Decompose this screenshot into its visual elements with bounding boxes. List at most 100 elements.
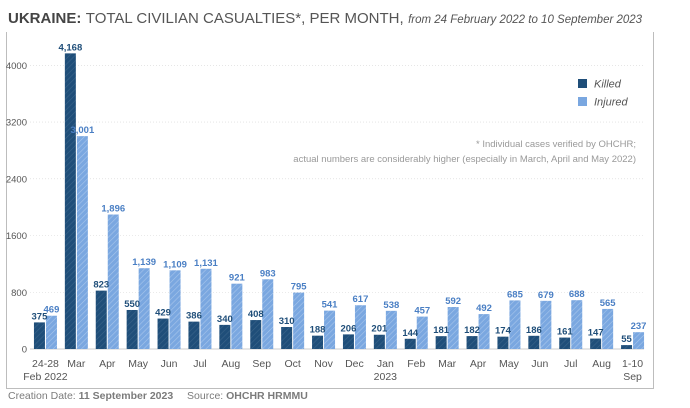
x-tick-label: Sep: [623, 371, 642, 383]
x-tick-label: Oct: [284, 358, 300, 370]
bar-injured: [540, 300, 552, 349]
legend-swatch-injured: [578, 97, 587, 106]
bar-killed: [250, 320, 262, 349]
bar-killed: [559, 337, 571, 349]
x-tick-label: 2023: [374, 371, 398, 383]
x-tick-label: Jun: [161, 358, 178, 370]
data-label-injured: 237: [631, 321, 647, 332]
footer-source-label: Source:: [187, 390, 224, 402]
footer-creation-date: 11 September 2023: [78, 390, 174, 402]
bar-injured: [571, 300, 583, 349]
bar-injured: [76, 136, 88, 349]
y-tick-label: 3200: [6, 118, 27, 129]
bar-injured: [602, 308, 614, 349]
x-tick-label: Aug: [592, 358, 611, 370]
x-tick-label: May: [128, 358, 149, 370]
title-main: TOTAL CIVILIAN CASUALTIES*, PER MONTH,: [85, 10, 404, 27]
data-label-injured: 795: [291, 282, 308, 293]
data-label-killed: 429: [155, 308, 171, 319]
data-label-injured: 679: [538, 290, 554, 301]
bar-killed: [373, 334, 385, 349]
data-label-killed: 182: [464, 325, 480, 336]
x-tick-label: Jul: [564, 358, 577, 370]
x-tick-label: Jun: [531, 358, 548, 370]
data-label-killed: 174: [495, 326, 512, 337]
data-label-injured: 685: [507, 289, 524, 300]
data-label-injured: 469: [44, 305, 60, 316]
data-label-injured: 492: [476, 303, 492, 314]
bar-injured: [107, 214, 119, 349]
data-label-injured: 541: [322, 300, 339, 311]
bar-killed: [157, 318, 169, 349]
data-label-injured: 688: [569, 289, 585, 300]
data-label-killed: 340: [217, 314, 233, 325]
chart-footer: Creation Date: 11 September 2023 Source:…: [8, 390, 308, 402]
data-label-injured: 921: [229, 273, 246, 284]
title-country: UKRAINE:: [8, 10, 82, 27]
data-label-injured: 1,896: [101, 204, 125, 215]
bar-killed: [33, 322, 45, 349]
x-tick-label: Mar: [67, 358, 86, 370]
x-tick-label: May: [499, 358, 520, 370]
bar-killed: [435, 336, 447, 349]
data-label-injured: 1,139: [132, 257, 156, 268]
bar-killed: [126, 309, 138, 349]
data-label-injured: 3,001: [70, 125, 94, 136]
bar-injured: [416, 316, 428, 349]
bar-injured: [231, 283, 243, 349]
legend-label-injured: Injured: [594, 97, 629, 109]
bar-killed: [64, 53, 76, 349]
bar-injured: [200, 268, 212, 349]
data-label-killed: 201: [371, 324, 388, 335]
data-label-killed: 823: [93, 280, 109, 291]
bar-injured: [509, 300, 521, 349]
data-label-killed: 4,168: [58, 42, 82, 53]
chart-note-line1: * Individual cases verified by OHCHR;: [476, 139, 636, 150]
bar-injured: [324, 310, 336, 349]
bar-killed: [188, 321, 200, 349]
data-label-killed: 408: [248, 309, 264, 320]
data-label-killed: 161: [557, 327, 574, 338]
bar-injured: [385, 310, 397, 349]
data-label-killed: 386: [186, 311, 202, 322]
data-label-injured: 565: [600, 298, 617, 309]
y-tick-label: 2400: [6, 174, 27, 185]
x-tick-label: Apr: [470, 358, 487, 370]
data-label-killed: 55: [621, 334, 632, 345]
data-label-killed: 550: [124, 299, 140, 310]
data-label-killed: 206: [341, 323, 357, 334]
bar-killed: [342, 334, 354, 349]
bar-injured: [138, 268, 150, 349]
data-label-injured: 1,131: [194, 258, 218, 269]
bar-injured: [633, 332, 645, 349]
footer-creation-label: Creation Date:: [8, 390, 76, 402]
data-label-killed: 375: [32, 311, 49, 322]
data-label-injured: 1,109: [163, 259, 187, 270]
legend-swatch-killed: [578, 79, 587, 88]
x-tick-label: Nov: [314, 358, 333, 370]
bar-injured: [354, 305, 366, 349]
data-label-injured: 538: [383, 300, 399, 311]
chart-frame: [6, 32, 654, 389]
data-label-killed: 310: [279, 316, 295, 327]
bar-killed: [528, 335, 540, 349]
bar-killed: [497, 336, 509, 349]
bar-killed: [95, 290, 107, 349]
x-tick-label: 1-10: [622, 358, 643, 370]
bar-injured: [478, 314, 490, 349]
data-label-killed: 186: [526, 325, 542, 336]
bar-killed: [590, 338, 602, 349]
x-tick-label: Jul: [193, 358, 206, 370]
data-label-injured: 617: [353, 294, 369, 305]
bar-injured: [262, 279, 274, 349]
y-tick-label: 1600: [6, 231, 27, 242]
data-label-injured: 457: [414, 306, 430, 317]
x-tick-label: Dec: [345, 358, 364, 370]
data-label-killed: 147: [588, 328, 604, 339]
bar-killed: [466, 336, 478, 349]
footer-source: OHCHR HRMMU: [226, 390, 308, 402]
bar-injured: [293, 292, 305, 349]
y-tick-label: 800: [11, 288, 27, 299]
